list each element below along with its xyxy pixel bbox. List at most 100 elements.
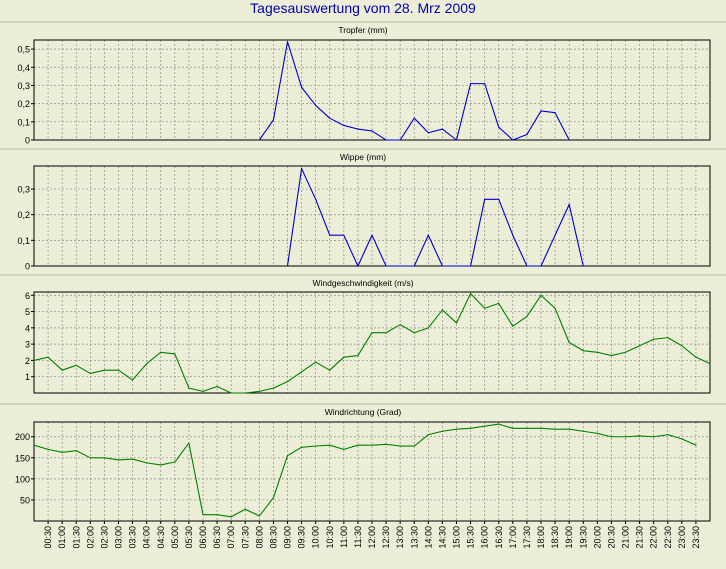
data-point [681, 438, 683, 440]
data-point [554, 307, 556, 309]
x-tick-label: 11:00 [339, 526, 349, 548]
y-tick-label: 5 [25, 307, 30, 317]
data-point [343, 356, 345, 358]
x-tick-label: 13:30 [409, 526, 419, 549]
x-tick-label: 16:30 [494, 526, 504, 549]
data-point [300, 371, 303, 373]
panel-title: Wippe (mm) [340, 152, 386, 162]
data-point [638, 435, 641, 437]
data-point [413, 445, 415, 447]
x-tick-label: 19:30 [578, 526, 588, 549]
panel-title: Windgeschwindigkeit (m/s) [312, 278, 413, 288]
data-point [61, 451, 63, 453]
data-point [427, 327, 429, 329]
data-point [427, 234, 429, 236]
data-point [89, 457, 91, 459]
data-point [526, 133, 528, 136]
x-tick-label: 06:30 [212, 526, 222, 549]
data-point [103, 457, 106, 459]
data-point [554, 234, 556, 236]
data-point [47, 356, 49, 358]
x-tick-label: 21:00 [621, 526, 631, 549]
x-tick-label: 23:30 [691, 526, 701, 549]
y-tick-label: 0,2 [17, 99, 30, 109]
data-point [568, 203, 570, 206]
data-point [315, 361, 317, 363]
x-tick-label: 02:30 [99, 526, 109, 549]
data-point [357, 354, 359, 357]
data-point [653, 338, 655, 340]
data-point [399, 139, 401, 141]
data-point [582, 430, 584, 432]
data-point [540, 294, 542, 296]
data-point [343, 124, 345, 127]
data-point [709, 363, 711, 365]
data-point [540, 265, 542, 267]
data-point [131, 379, 134, 381]
data-point [667, 337, 669, 339]
chart-panel: Windrichtung (Grad) 50 100 150 200 [0, 403, 726, 522]
data-point [385, 443, 387, 445]
data-point [160, 464, 162, 466]
data-point [568, 139, 570, 141]
y-tick-label: 6 [25, 291, 30, 301]
data-point [540, 110, 542, 112]
plot-frame [33, 39, 711, 141]
data-point [441, 128, 444, 130]
x-tick-label: 03:00 [114, 526, 124, 549]
data-point [554, 112, 556, 114]
data-point [131, 458, 134, 460]
data-point [624, 436, 627, 438]
data-point [286, 380, 289, 383]
x-tick-label: 20:30 [606, 526, 616, 549]
x-tick-label: 12:00 [367, 526, 377, 549]
data-point [357, 444, 359, 446]
data-point [188, 442, 190, 444]
page-title: Tagesauswertung vom 28. Mrz 2009 [250, 0, 476, 16]
x-tick-label: 07:30 [240, 526, 250, 549]
data-point [385, 265, 387, 267]
data-point [146, 363, 148, 365]
data-point [512, 234, 514, 236]
data-point [526, 265, 528, 267]
x-tick-label: 18:30 [550, 526, 560, 549]
data-point [89, 372, 91, 375]
data-point [244, 508, 246, 510]
x-tick-label: 08:30 [268, 526, 278, 549]
y-tick-label: 1 [25, 372, 30, 382]
data-point [103, 369, 106, 371]
data-point [47, 448, 49, 450]
data-point [272, 387, 275, 389]
panel-title: Tropfer (mm) [338, 25, 387, 35]
y-tick-label: 0,3 [17, 185, 30, 195]
data-point [455, 139, 458, 141]
data-point [441, 265, 444, 267]
x-tick-label: 10:00 [311, 526, 321, 549]
data-point [469, 427, 472, 429]
x-tick-label: 20:00 [592, 526, 602, 549]
data-point [286, 265, 289, 267]
x-tick-label: 12:30 [381, 526, 391, 549]
x-tick-label: 22:00 [649, 526, 659, 549]
chart-panel: Tropfer (mm) 0 0,1 0,2 0,3 0,4 0,5 [0, 21, 726, 146]
data-point [582, 350, 584, 352]
data-point [272, 497, 275, 499]
data-point [329, 369, 331, 371]
data-point [498, 126, 500, 128]
data-point [568, 341, 570, 344]
chart-panel: Wippe (mm) 0 0,1 0,2 0,3 [0, 148, 726, 272]
x-tick-label: 08:00 [254, 526, 264, 549]
data-point [512, 325, 514, 327]
data-point [258, 139, 260, 141]
data-point [300, 86, 303, 88]
x-tick-label: 05:30 [184, 526, 194, 549]
data-point [357, 128, 359, 130]
data-point [230, 392, 232, 394]
x-tick-label: 10:30 [325, 526, 335, 549]
x-tick-label: 18:00 [536, 526, 546, 549]
data-point [75, 364, 77, 366]
y-tick-label: 100 [15, 474, 30, 484]
x-tick-label: 03:30 [128, 526, 138, 549]
